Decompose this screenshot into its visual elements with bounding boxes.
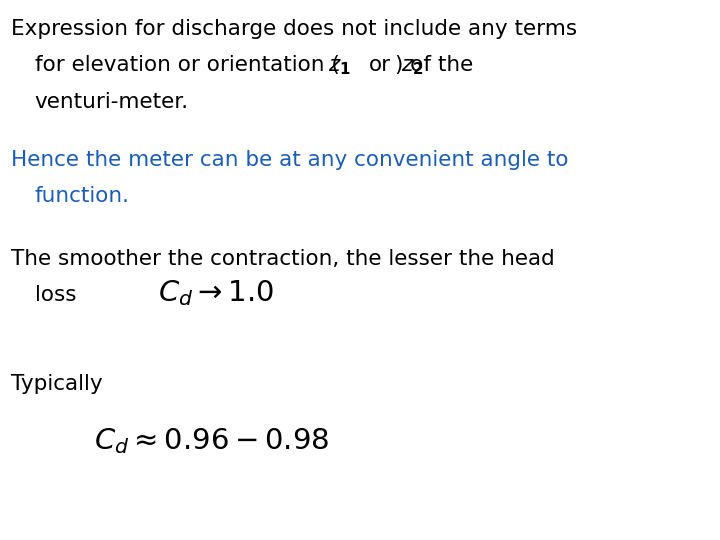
Text: Hence the meter can be at any convenient angle to: Hence the meter can be at any convenient… (11, 150, 568, 170)
Text: for elevation or orientation (: for elevation or orientation ( (35, 55, 339, 75)
Text: The smoother the contraction, the lesser the head: The smoother the contraction, the lesser… (11, 248, 554, 268)
Text: Typically: Typically (11, 374, 102, 394)
Text: loss: loss (35, 285, 76, 305)
Text: or: or (369, 55, 392, 75)
Text: $\bf{\mathit{z}_1}$: $\bf{\mathit{z}_1}$ (328, 57, 351, 77)
Text: venturi-meter.: venturi-meter. (35, 92, 189, 112)
Text: ) of the: ) of the (395, 55, 473, 75)
Text: Expression for discharge does not include any terms: Expression for discharge does not includ… (11, 19, 577, 39)
Text: $C_d \rightarrow 1.0$: $C_d \rightarrow 1.0$ (158, 278, 274, 308)
Text: $C_d \approx 0.96 - 0.98$: $C_d \approx 0.96 - 0.98$ (94, 426, 329, 456)
Text: $\bf{\mathit{z}_2}$: $\bf{\mathit{z}_2}$ (401, 57, 423, 77)
Text: function.: function. (35, 186, 130, 206)
